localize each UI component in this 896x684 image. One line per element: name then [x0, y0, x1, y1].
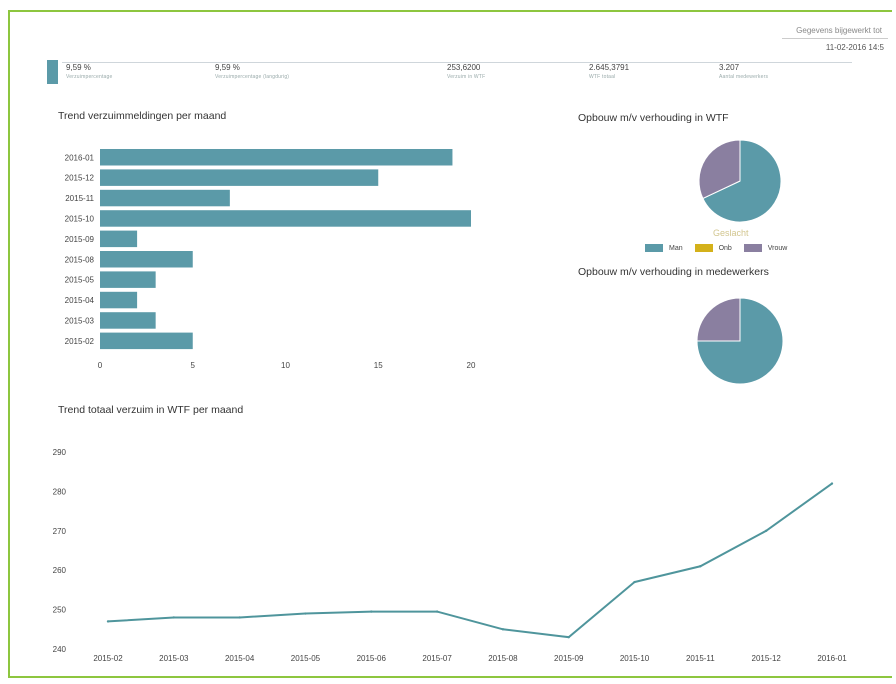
bar-2015-03: [100, 312, 156, 329]
bar-category-label: 2015-10: [65, 214, 95, 223]
line-x-tick-label: 2015-06: [357, 654, 387, 663]
line-series-verzuim-wtf: [107, 482, 833, 639]
bar-category-label: 2015-05: [65, 276, 95, 285]
line-point-2015-07: [435, 610, 439, 613]
legend-label: Vrouw: [767, 244, 788, 252]
kpi-value: 2.645,3791: [589, 63, 630, 72]
line-x-tick-label: 2015-03: [159, 654, 189, 663]
kpi-verzuim-wtf: 253,6200 Verzuim in WTF: [447, 63, 485, 80]
legend-swatch: [743, 244, 762, 252]
bar-x-tick-label: 15: [374, 361, 383, 370]
bar-2015-11: [100, 189, 230, 207]
line-chart-title: Trend totaal verzuim in WTF per maand: [58, 404, 244, 416]
pie-employees-slice-man: [696, 297, 784, 385]
line-x-tick-label: 2016-01: [817, 654, 847, 663]
pie-wtf-title: Opbouw m/v verhouding in WTF: [578, 112, 729, 124]
pie-wtf-slice-man: [702, 139, 782, 223]
bar-category-label: 2015-11: [65, 194, 94, 203]
legend-label: Onb: [718, 244, 732, 252]
bar-category-label: 2015-12: [65, 174, 95, 183]
kpi-label: Aantal medewerkers: [719, 74, 769, 80]
pie-wtf-slice-vrouw: [698, 139, 741, 200]
line-x-tick-label: 2015-02: [93, 654, 123, 663]
bar-x-tick-label: 20: [467, 361, 476, 370]
bar-2015-08: [100, 251, 193, 268]
line-y-tick-label: 260: [53, 566, 67, 575]
line-x-tick-label: 2015-07: [422, 654, 452, 663]
kpi-marker: [47, 60, 58, 84]
bar-category-label: 2015-09: [65, 235, 95, 244]
legend-label: Man: [669, 244, 683, 252]
line-x-tick-label: 2015-04: [225, 654, 255, 663]
line-x-tick-label: 2015-12: [752, 654, 782, 663]
legend-item-onb: Onb: [694, 244, 732, 252]
kpi-value: 253,6200: [447, 63, 481, 72]
line-point-2015-10: [633, 580, 636, 584]
kpi-value: 3.207: [719, 63, 740, 72]
kpi-verzuimpercentage-langdurig: 9,59 % Verzuimpercentage (langdurig): [215, 63, 289, 80]
bar-chart-title: Trend verzuimmeldingen per maand: [58, 110, 227, 122]
legend-swatch: [694, 244, 713, 252]
line-point-2015-08: [501, 628, 505, 631]
line-point-2015-12: [764, 529, 768, 532]
legend: Man Onb Vrouw: [645, 244, 797, 252]
line-x-tick-label: 2015-05: [291, 654, 321, 663]
kpi-value: 9,59 %: [215, 63, 240, 72]
legend-title: Geslacht: [713, 228, 749, 238]
line-point-2015-11: [699, 565, 702, 568]
data-updated-label: Gegevens bijgewerkt tot: [782, 24, 888, 39]
bar-2015-02: [100, 332, 193, 350]
bar-2015-10: [100, 210, 471, 227]
legend-item-man: Man: [645, 244, 683, 252]
kpi-label: WTF totaal: [589, 74, 616, 80]
kpi-value: 9,59 %: [66, 63, 91, 72]
bar-2015-05: [100, 271, 156, 288]
bar-2015-04: [100, 291, 138, 309]
line-point-2015-02: [106, 620, 110, 623]
bar-category-label: 2015-08: [65, 255, 95, 264]
line-y-tick-label: 240: [53, 645, 67, 654]
kpi-divider: [62, 62, 852, 63]
kpi-label: Verzuimpercentage (langdurig): [215, 74, 290, 80]
line-y-tick-label: 290: [53, 448, 67, 457]
line-point-2015-03: [172, 616, 176, 619]
bar-2016-01: [100, 149, 453, 166]
line-point-2015-05: [304, 612, 307, 615]
bar-category-label: 2015-02: [65, 337, 95, 346]
line-point-2016-01: [830, 482, 834, 485]
bar-2015-12: [100, 169, 379, 186]
bar-category-label: 2015-03: [65, 316, 95, 325]
bar-x-tick-label: 5: [191, 361, 196, 370]
bar-x-tick-label: 10: [281, 361, 290, 370]
line-point-2015-06: [370, 610, 373, 613]
line-x-tick-label: 2015-08: [488, 654, 518, 663]
line-y-tick-label: 250: [53, 606, 67, 615]
pie-employees-slice-vrouw: [696, 297, 741, 342]
line-x-tick-label: 2015-11: [686, 654, 715, 663]
line-point-2015-09: [567, 635, 570, 639]
line-y-tick-label: 270: [53, 527, 67, 536]
bar-2015-09: [100, 230, 138, 248]
kpi-aantal-medewerkers: 3.207 Aantal medewerkers: [719, 63, 768, 80]
kpi-label: Verzuimpercentage: [66, 74, 113, 80]
line-x-tick-label: 2015-09: [554, 654, 584, 663]
legend-item-vrouw: Vrouw: [743, 244, 788, 252]
bar-x-tick-label: 0: [98, 361, 103, 370]
kpi-verzuimpercentage: 9,59 % Verzuimpercentage: [66, 63, 112, 80]
data-updated-value: 11-02-2016 14:5: [825, 43, 884, 52]
kpi-wtf-totaal: 2.645,3791 WTF totaal: [589, 63, 629, 80]
bar-category-label: 2016-01: [65, 153, 95, 162]
kpi-label: Verzuim in WTF: [447, 74, 486, 80]
line-x-tick-label: 2015-10: [620, 654, 650, 663]
line-point-2015-04: [238, 616, 241, 619]
bar-category-label: 2015-04: [65, 296, 95, 305]
legend-swatch: [645, 244, 663, 252]
line-y-tick-label: 280: [53, 487, 67, 496]
pie-employees-title: Opbouw m/v verhouding in medewerkers: [578, 266, 769, 278]
data-updated-box: Gegevens bijgewerkt tot 11-02-2016 14:5: [782, 24, 888, 52]
